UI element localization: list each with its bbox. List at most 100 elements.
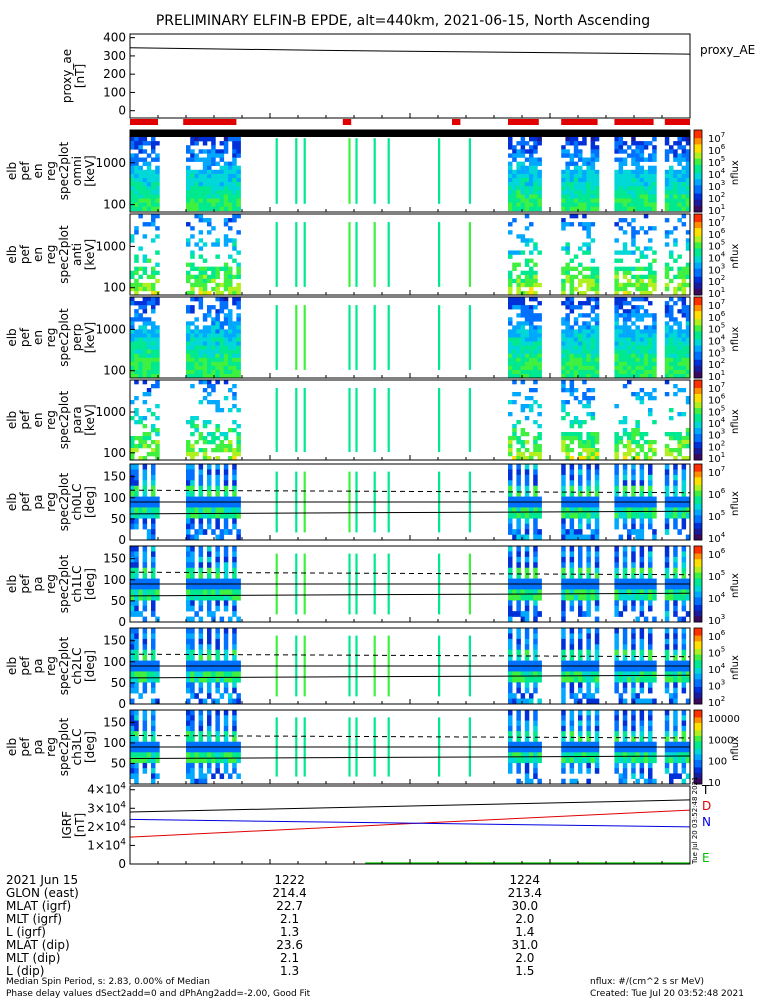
- heatmap-cell: [537, 178, 542, 183]
- heatmap-cell: [582, 169, 587, 175]
- heatmap-cell: [134, 644, 139, 651]
- heatmap-cell: [648, 313, 653, 318]
- heatmap-cell: [590, 258, 596, 263]
- heatmap-cell: [211, 432, 216, 437]
- heatmap-cell: [223, 687, 229, 694]
- y-tick-label: 100: [103, 446, 126, 460]
- heatmap-cell: [134, 361, 139, 367]
- heatmap-cell: [627, 353, 632, 359]
- heatmap-cell: [673, 448, 678, 453]
- heatmap-cell: [202, 266, 208, 271]
- heatmap-cell: [627, 190, 632, 195]
- heatmap-cell: [529, 496, 534, 503]
- heatmap-cell: [520, 357, 526, 363]
- heatmap-cell: [223, 671, 229, 678]
- colorbar-segment: [694, 479, 702, 482]
- heatmap-cell: [627, 329, 632, 334]
- heatmap-cell: [586, 633, 591, 640]
- heatmap-cell: [142, 286, 148, 292]
- heatmap-cell: [155, 361, 160, 367]
- heatmap-cell: [618, 361, 624, 367]
- heatmap-cell: [211, 305, 216, 310]
- heatmap-cell: [561, 448, 566, 453]
- heatmap-cell: [186, 365, 191, 371]
- heatmap-cell: [590, 274, 596, 280]
- heatmap-cell: [134, 474, 139, 481]
- heatmap-cell: [631, 218, 636, 223]
- colorbar-segment: [694, 570, 702, 574]
- heatmap-cell: [151, 496, 156, 503]
- heatmap-cell: [582, 578, 587, 585]
- heatmap-cell: [151, 345, 156, 350]
- heatmap-cell: [664, 173, 670, 179]
- heatmap-cell: [232, 491, 237, 497]
- heatmap-cell: [215, 290, 220, 296]
- heatmap-cell: [223, 305, 229, 310]
- heatmap-cell: [533, 485, 538, 492]
- heatmap-cell: [618, 194, 624, 199]
- colorbar-segment: [694, 561, 702, 564]
- heatmap-cell: [627, 594, 632, 601]
- heatmap-cell: [194, 424, 199, 429]
- heatmap-cell: [618, 202, 624, 207]
- heatmap-cell: [223, 436, 229, 441]
- heatmap-cell: [631, 502, 636, 508]
- heatmap-cell: [219, 529, 225, 535]
- heatmap-cell: [569, 353, 575, 359]
- heatmap-cell: [207, 222, 212, 227]
- heatmap-cell: [151, 474, 156, 481]
- heatmap-cell: [664, 512, 670, 519]
- heatmap-cell: [151, 469, 156, 476]
- heatmap-cell: [219, 290, 225, 296]
- heatmap-cell: [618, 369, 624, 375]
- heatmap-cell: [151, 518, 156, 525]
- heatmap-cell: [516, 448, 521, 453]
- heatmap-cell: [211, 353, 216, 359]
- heatmap-cell: [194, 416, 199, 421]
- heatmap-cell: [582, 301, 587, 306]
- heatmap-cell: [236, 137, 241, 142]
- heatmap-cell: [198, 373, 204, 379]
- heatmap-cell: [211, 157, 216, 162]
- heatmap-cell: [198, 496, 204, 503]
- heatmap-cell: [207, 173, 212, 179]
- heatmap-cell: [673, 345, 678, 350]
- heatmap-cell: [643, 169, 649, 175]
- heatmap-cell: [594, 518, 600, 525]
- colorbar-segment: [694, 384, 702, 387]
- heatmap-cell: [142, 380, 148, 385]
- heatmap-cell: [219, 349, 225, 354]
- heatmap-cell: [146, 258, 152, 263]
- heatmap-cell: [142, 605, 148, 612]
- heatmap-cell: [664, 507, 670, 514]
- heatmap-cell: [635, 353, 640, 359]
- heatmap-cell: [207, 469, 212, 476]
- heatmap-cell: [643, 584, 649, 590]
- heatmap-cell: [648, 507, 653, 514]
- heatmap-cell: [643, 206, 649, 212]
- heatmap-cell: [512, 198, 517, 203]
- heatmap-cell: [586, 321, 591, 326]
- heatmap-cell: [236, 349, 241, 354]
- heatmap-cell: [533, 507, 538, 514]
- heatmap-cell: [537, 333, 542, 338]
- heatmap-cell: [223, 584, 229, 590]
- heatmap-cell: [219, 282, 225, 288]
- heatmap-cell: [529, 178, 534, 183]
- heatmap-cell: [223, 502, 229, 508]
- heatmap-cell: [533, 567, 538, 574]
- heatmap-cell: [508, 145, 513, 150]
- heatmap-cell: [130, 660, 135, 667]
- heatmap-cell: [635, 305, 640, 310]
- heatmap-cell: [516, 698, 521, 705]
- heatmap-cell: [594, 173, 600, 179]
- heatmap-cell: [215, 373, 220, 379]
- heatmap-cell: [516, 649, 521, 656]
- heatmap-cell: [669, 145, 674, 150]
- heatmap-cell: [232, 153, 237, 158]
- heatmap-cell: [215, 369, 220, 375]
- heatmap-cell: [561, 432, 566, 437]
- heatmap-cell: [190, 589, 195, 596]
- heatmap-cell: [529, 206, 534, 212]
- colorbar-segment: [694, 530, 702, 533]
